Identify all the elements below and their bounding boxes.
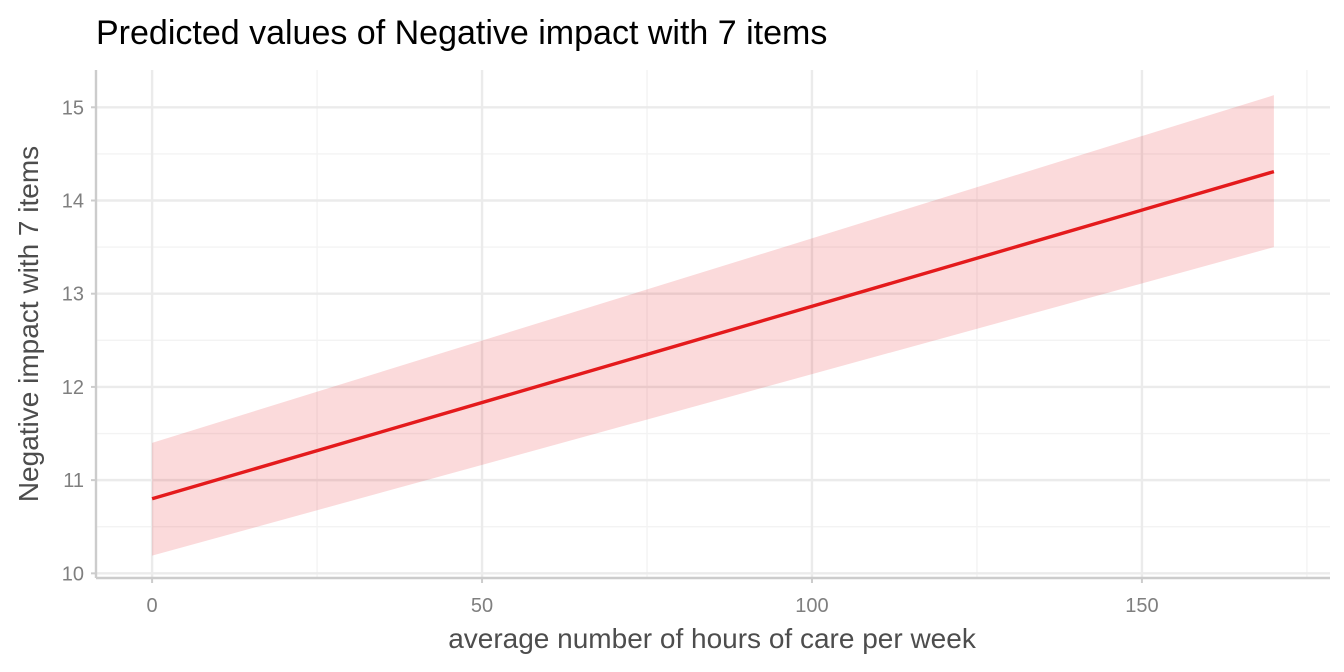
x-tick-label: 0 bbox=[147, 595, 158, 617]
prediction-line bbox=[151, 169, 1275, 501]
confidence-band bbox=[152, 95, 1274, 556]
y-tick-label: 10 bbox=[62, 563, 84, 585]
x-tick-label: 100 bbox=[795, 595, 828, 617]
y-tick-label: 13 bbox=[62, 284, 84, 306]
axes bbox=[91, 70, 1330, 583]
x-axis-title: average number of hours of care per week bbox=[448, 623, 977, 654]
y-axis-title: Negative impact with 7 items bbox=[13, 146, 44, 502]
x-tick-label: 50 bbox=[471, 595, 493, 617]
y-tick-label: 12 bbox=[62, 377, 84, 399]
y-tick-label: 15 bbox=[62, 97, 84, 119]
x-tick-label: 150 bbox=[1125, 595, 1158, 617]
y-tick-label: 11 bbox=[63, 470, 84, 492]
chart-title: Predicted values of Negative impact with… bbox=[96, 14, 827, 52]
y-tick-label: 14 bbox=[62, 190, 84, 212]
x-tick-labels: 0 50 100 150 bbox=[147, 595, 1159, 617]
major-gridlines bbox=[96, 70, 1330, 578]
minor-gridlines bbox=[96, 70, 1330, 578]
y-tick-labels: 10 11 12 13 14 15 bbox=[62, 97, 84, 585]
